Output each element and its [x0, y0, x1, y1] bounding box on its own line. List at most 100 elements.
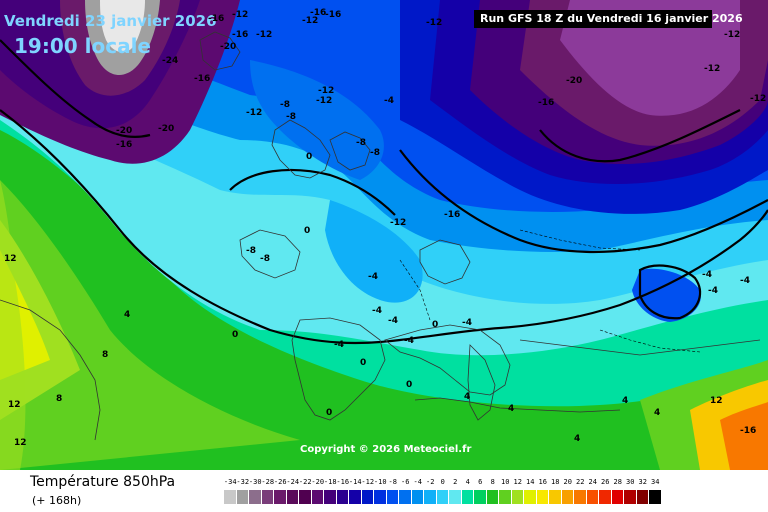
scale-swatch [649, 490, 662, 504]
contour-label: -12 [390, 218, 407, 228]
contour-label: 0 [432, 320, 439, 330]
scale-tick-label: 22 [576, 478, 585, 486]
contour-label: -4 [740, 276, 750, 286]
scale-tick-label: 26 [601, 478, 610, 486]
contour-label: -16 [740, 426, 757, 436]
scale-tick-label: 0 [440, 478, 445, 486]
weather-map: Vendredi 23 janvier 2026 19:00 locale Ru… [0, 0, 768, 470]
scale-swatch [511, 490, 524, 504]
contour-label: -16 [232, 30, 249, 40]
contour-label: -24 [162, 56, 179, 66]
scale-swatch [411, 490, 424, 504]
scale-swatch [349, 490, 362, 504]
scale-tick-label: 16 [538, 478, 547, 486]
run-info-box: Run GFS 18 Z du Vendredi 16 janvier 2026 [474, 10, 743, 28]
contour-label: -20 [566, 76, 583, 86]
contour-label: -12 [246, 108, 263, 118]
contour-label: -8 [280, 100, 290, 110]
scale-swatch [386, 490, 399, 504]
scale-tick-label: 2 [453, 478, 458, 486]
scale-swatch [599, 490, 612, 504]
scale-swatch [561, 490, 574, 504]
scale-tick-label: -4 [413, 478, 422, 486]
contour-label: -4 [462, 318, 472, 328]
contour-label: -12 [426, 18, 443, 28]
scale-swatch [636, 490, 649, 504]
contour-label: 4 [124, 310, 131, 320]
scale-swatch [436, 490, 449, 504]
forecast-date: Vendredi 23 janvier 2026 [4, 12, 217, 30]
scale-tick-label: 14 [526, 478, 535, 486]
scale-tick-label: 10 [501, 478, 510, 486]
contour-label: -12 [704, 64, 721, 74]
scale-swatch [261, 490, 274, 504]
contour-label: 12 [710, 396, 723, 406]
scale-tick-label: -28 [261, 478, 275, 486]
scale-swatch [449, 490, 462, 504]
contour-label: -16 [194, 74, 211, 84]
scale-tick-label: -24 [286, 478, 300, 486]
contour-label: 4 [622, 396, 629, 406]
scale-tick-label: 28 [613, 478, 622, 486]
contour-label: 0 [304, 226, 311, 236]
contour-label: -8 [246, 246, 256, 256]
contour-label: -4 [702, 270, 712, 280]
scale-swatch [486, 490, 499, 504]
scale-swatch [361, 490, 374, 504]
contour-label: 4 [508, 404, 515, 414]
scale-swatch [299, 490, 312, 504]
scale-swatch [286, 490, 299, 504]
contour-label: -8 [370, 148, 380, 158]
contour-label: -4 [388, 316, 398, 326]
run-info-text: Run GFS 18 Z du Vendredi 16 janvier 2026 [480, 12, 743, 25]
contour-label: -12 [750, 94, 767, 104]
scale-swatch [236, 490, 249, 504]
contour-label: 0 [360, 358, 367, 368]
scale-tick-label: -6 [401, 478, 410, 486]
scale-swatch [574, 490, 587, 504]
scale-tick-label: -34 [223, 478, 237, 486]
contour-label: 12 [14, 438, 27, 448]
contour-label: 4 [464, 392, 471, 402]
contour-label: -16 [116, 140, 133, 150]
contour-label: 0 [306, 152, 313, 162]
scale-tick-label: 20 [563, 478, 572, 486]
contour-label: -4 [384, 96, 394, 106]
contour-label: 4 [574, 434, 581, 444]
scale-tick-label: -16 [336, 478, 350, 486]
scale-swatch [399, 490, 412, 504]
scale-tick-label: 30 [626, 478, 635, 486]
forecast-time: 19:00 locale [14, 34, 151, 58]
contour-label: 12 [8, 400, 21, 410]
scale-tick-label: -20 [311, 478, 325, 486]
contour-label: -12 [318, 86, 335, 96]
contour-label: -8 [356, 138, 366, 148]
scale-swatch [624, 490, 637, 504]
scale-tick-label: 18 [551, 478, 560, 486]
scale-tick-label: 12 [513, 478, 522, 486]
contour-label: -4 [708, 286, 718, 296]
contour-label: -20 [158, 124, 175, 134]
scale-tick-label: -22 [298, 478, 312, 486]
contour-label: 8 [102, 350, 109, 360]
contour-label: -20 [116, 126, 133, 136]
contour-label: -12 [232, 10, 249, 20]
legend-footer: Température 850hPa (+ 168h) -34 -32 -30 -28… [0, 470, 768, 512]
contour-label: -16 [310, 8, 327, 18]
scale-tick-label: -30 [248, 478, 262, 486]
scale-tick-label: -12 [361, 478, 375, 486]
scale-swatch [274, 490, 287, 504]
scale-tick-label: 34 [651, 478, 660, 486]
contour-label: -16 [538, 98, 555, 108]
scale-swatch [311, 490, 324, 504]
contour-label: 4 [654, 408, 661, 418]
forecast-offset: (+ 168h) [32, 494, 82, 507]
scale-swatch [536, 490, 549, 504]
scale-swatch [374, 490, 387, 504]
scale-tick-label: 8 [490, 478, 495, 486]
contour-label: -4 [368, 272, 378, 282]
scale-tick-label: -10 [373, 478, 387, 486]
scale-swatch [424, 490, 437, 504]
contour-label: -8 [286, 112, 296, 122]
contour-label: -20 [220, 42, 237, 52]
